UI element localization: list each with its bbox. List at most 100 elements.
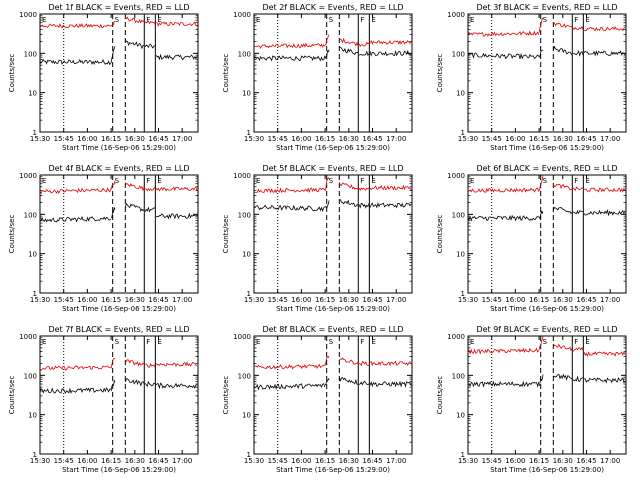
x-tick-label: 16:45 (148, 457, 168, 465)
detector-panel: Det 2f BLACK = Events, RED = LLD 1 10 100 10… (222, 3, 413, 152)
marker-label-S: S (115, 177, 120, 185)
lld-series-line (253, 363, 326, 370)
x-tick-label: 17:00 (172, 296, 192, 304)
y-tick-label: 1000 (233, 11, 251, 19)
events-series-line (144, 43, 156, 49)
events-series-line (155, 212, 198, 220)
marker-label-S: S (329, 338, 334, 346)
panel-title: Det 7f BLACK = Events, RED = LLD (48, 325, 189, 334)
lld-series-line (467, 347, 540, 355)
lld-series-line (339, 37, 359, 47)
marker-label-E2: E (371, 16, 375, 24)
marker-label-E: E (42, 338, 46, 346)
x-axis-label: Start Time (16-Sep-06 15:29:00) (276, 144, 390, 152)
lld-series-line (124, 182, 145, 192)
x-tick-label: 16:45 (576, 457, 596, 465)
detector-panel: Det 8f BLACK = Events, RED = LLD 1 10 100 10… (222, 325, 413, 474)
y-tick-label: 1000 (447, 172, 465, 180)
marker-label-F: F (146, 16, 150, 24)
x-tick-label: 15:45 (482, 296, 502, 304)
x-tick-label: 16:00 (291, 135, 311, 143)
events-series-line (339, 46, 359, 55)
lld-series-line (110, 357, 116, 369)
lld-series-line (584, 26, 626, 32)
detector-panel: Det 9f BLACK = Events, RED = LLD 1 10 100 10… (436, 325, 627, 474)
lld-series-line (552, 343, 573, 352)
y-tick-label: 1 (461, 129, 465, 137)
events-series-line (467, 380, 540, 388)
lld-series-line (358, 187, 370, 192)
marker-label-E: E (256, 177, 260, 185)
y-axis-label: Counts/sec (8, 215, 16, 254)
y-tick-label: 100 (238, 211, 251, 219)
lld-series-line (125, 359, 145, 367)
events-series-line (552, 45, 573, 56)
lld-series-line (110, 180, 116, 190)
x-tick-label: 15:45 (268, 457, 288, 465)
x-tick-label: 17:00 (600, 457, 620, 465)
events-series-line (324, 377, 330, 386)
marker-label-F: F (574, 338, 578, 346)
lld-series-line (324, 177, 330, 192)
x-tick-label: 15:30 (244, 135, 264, 143)
lld-series-line (553, 22, 573, 28)
panel-title: Det 6f BLACK = Events, RED = LLD (476, 164, 617, 173)
x-tick-label: 16:00 (505, 135, 525, 143)
x-tick-label: 15:30 (458, 135, 478, 143)
x-axis-label: Start Time (16-Sep-06 15:29:00) (276, 305, 390, 313)
events-series-line (110, 46, 116, 64)
marker-label-S: S (115, 16, 120, 24)
x-axis-label: Start Time (16-Sep-06 15:29:00) (62, 144, 176, 152)
y-tick-label: 10 (242, 251, 251, 259)
events-series-line (369, 201, 412, 209)
x-tick-label: 15:45 (268, 296, 288, 304)
events-series-line (538, 49, 544, 58)
x-tick-label: 15:45 (482, 135, 502, 143)
y-tick-label: 1000 (233, 172, 251, 180)
panel-title: Det 8f BLACK = Events, RED = LLD (262, 325, 403, 334)
y-tick-label: 1 (247, 129, 251, 137)
y-tick-label: 1 (33, 290, 37, 298)
events-series-line (358, 50, 370, 57)
x-tick-label: 16:15 (529, 457, 549, 465)
events-series-line (324, 49, 330, 59)
events-series-line (572, 50, 584, 57)
events-series-line (467, 52, 540, 60)
x-tick-label: 15:30 (30, 457, 50, 465)
marker-label-E2: E (371, 177, 375, 185)
y-tick-label: 1 (461, 451, 465, 459)
events-series-line (583, 209, 626, 217)
x-tick-label: 16:30 (339, 457, 359, 465)
x-axis-label: Start Time (16-Sep-06 15:29:00) (62, 466, 176, 474)
marker-label-E: E (470, 338, 474, 346)
plot-frame (39, 174, 199, 294)
lld-series-line (155, 186, 198, 192)
x-tick-label: 16:00 (505, 457, 525, 465)
events-series-line (110, 379, 116, 392)
y-axis-label: Counts/sec (222, 215, 230, 254)
events-series-line (358, 380, 370, 386)
events-series-line (538, 374, 544, 387)
x-tick-label: 16:30 (553, 135, 573, 143)
lld-series-line (369, 360, 412, 367)
marker-label-F: F (360, 16, 364, 24)
lld-series-line (538, 17, 544, 33)
marker-label-E2: E (157, 338, 161, 346)
y-tick-label: 100 (452, 372, 465, 380)
lld-series-line (110, 20, 116, 27)
x-tick-label: 16:45 (362, 457, 382, 465)
events-series-line (144, 380, 156, 388)
y-tick-label: 1000 (447, 333, 465, 341)
x-tick-label: 16:30 (553, 296, 573, 304)
y-tick-label: 1000 (233, 333, 251, 341)
y-tick-label: 1000 (19, 333, 37, 341)
y-tick-label: 1000 (19, 172, 37, 180)
x-tick-label: 16:30 (553, 457, 573, 465)
x-tick-label: 16:00 (77, 135, 97, 143)
y-axis-label: Counts/sec (222, 54, 230, 93)
x-tick-label: 15:45 (268, 135, 288, 143)
lld-series-line (253, 187, 326, 194)
x-tick-label: 16:30 (339, 135, 359, 143)
x-axis-label: Start Time (16-Sep-06 15:29:00) (490, 305, 604, 313)
